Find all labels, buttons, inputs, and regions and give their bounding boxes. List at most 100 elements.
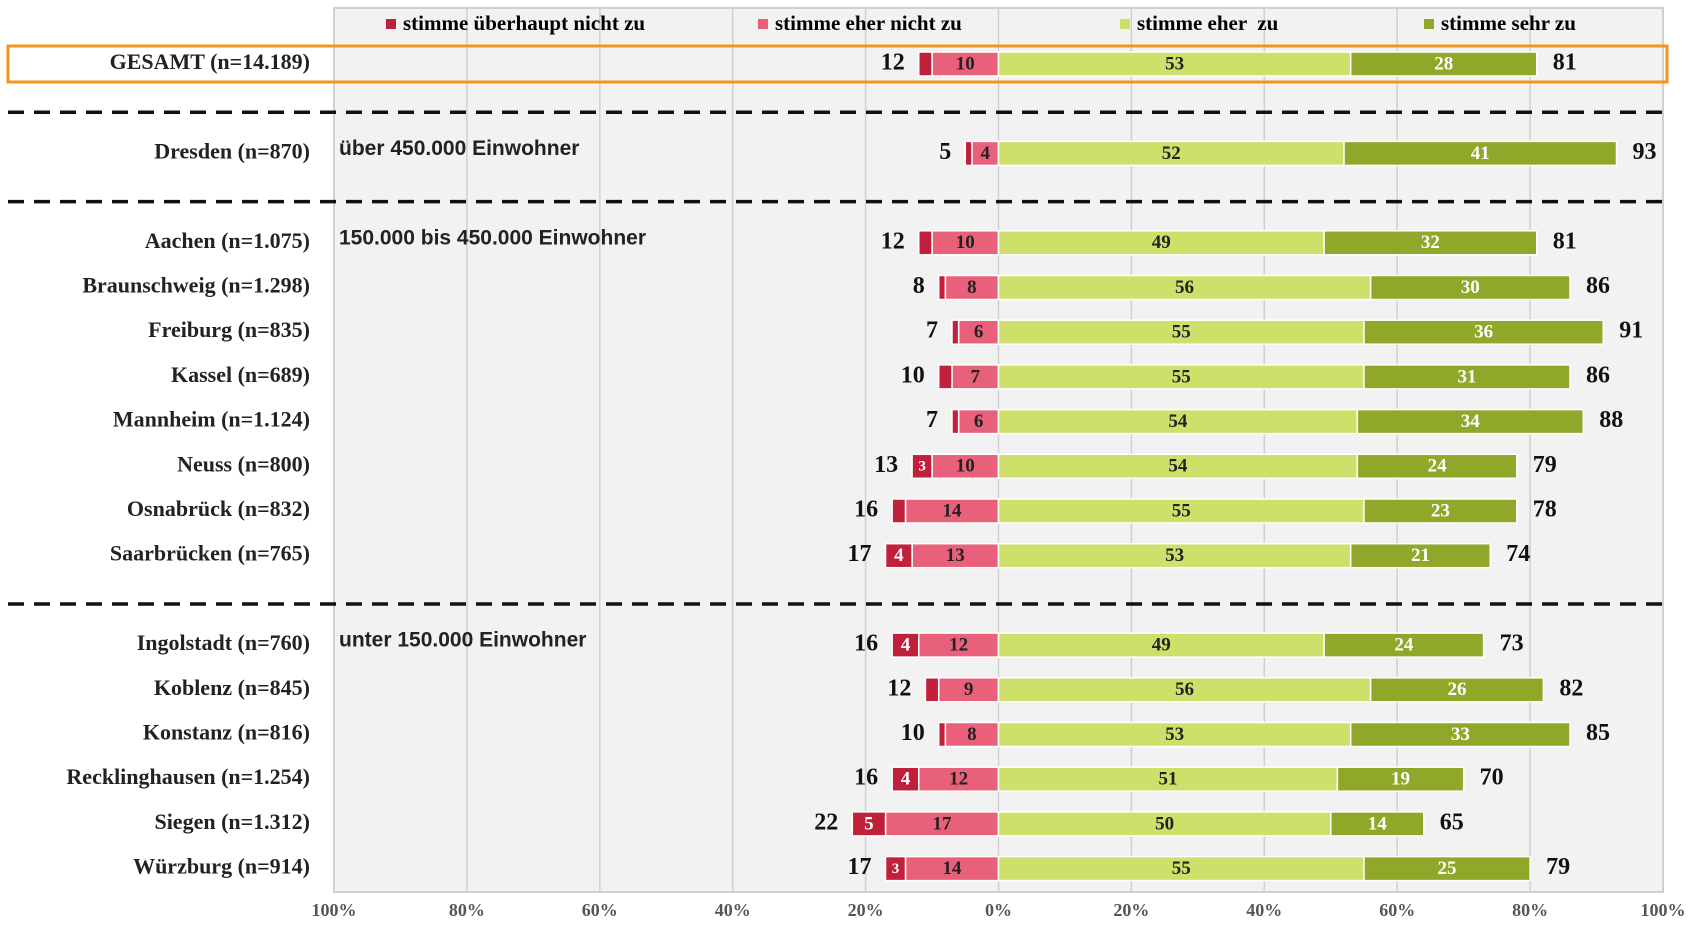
right-total: 86	[1586, 273, 1610, 299]
bar-segment	[1356, 453, 1518, 480]
bar-segment	[1336, 766, 1465, 792]
left-total: 12	[881, 50, 905, 76]
data-label: 6	[974, 322, 984, 343]
data-label: 14	[942, 858, 962, 879]
bar-segment	[964, 140, 973, 167]
data-label: 53	[1165, 545, 1184, 566]
bar-segment	[997, 51, 1352, 77]
category-label: Koblenz (n=845)	[154, 675, 310, 700]
bar-segment	[957, 319, 1000, 345]
bar-segment	[997, 766, 1339, 792]
bar-segment	[918, 632, 1000, 658]
data-label: 21	[1411, 545, 1430, 566]
bar-segment	[1349, 51, 1538, 77]
bar-segment	[997, 453, 1359, 480]
left-total: 8	[913, 273, 925, 299]
highlight-box	[6, 44, 1669, 84]
bar-segment	[951, 408, 960, 435]
group-label: unter 150.000 Einwohner	[339, 629, 586, 652]
right-total: 79	[1546, 854, 1570, 880]
left-total: 5	[939, 139, 951, 165]
category-label: Braunschweig (n=1.298)	[82, 273, 310, 298]
left-total: 17	[848, 854, 872, 880]
data-label: 41	[1471, 143, 1490, 164]
data-label: 55	[1172, 500, 1191, 521]
category-label: Konstanz (n=816)	[143, 720, 310, 745]
data-label: 14	[1368, 813, 1388, 834]
data-label: 52	[1162, 143, 1181, 164]
group-label: über 450.000 Einwohner	[339, 137, 579, 160]
bar-segment	[937, 721, 947, 748]
left-total: 7	[926, 318, 938, 344]
data-label: 10	[956, 456, 975, 477]
group-label: 150.000 bis 450.000 Einwohner	[339, 226, 646, 249]
right-total: 93	[1632, 139, 1656, 165]
data-label: 5	[864, 813, 874, 834]
data-label: 31	[1457, 366, 1476, 387]
right-total: 65	[1440, 809, 1464, 835]
data-label: 36	[1474, 322, 1493, 343]
data-label: 24	[1428, 456, 1448, 477]
legend-label: stimme überhaupt nicht zu	[403, 11, 645, 35]
data-label: 56	[1175, 679, 1194, 700]
bar-segment	[997, 677, 1372, 703]
bar-segment	[931, 453, 1000, 480]
x-tick-label: 80%	[1512, 900, 1548, 920]
data-label: 51	[1158, 769, 1177, 790]
data-label: 8	[967, 277, 977, 298]
data-label: 9	[964, 679, 974, 700]
bar-segment	[1323, 230, 1538, 256]
data-label: 8	[967, 724, 977, 745]
right-total: 74	[1506, 541, 1530, 567]
data-label: 13	[946, 545, 965, 566]
bar-segment	[931, 230, 1000, 256]
bar-segment	[997, 230, 1325, 256]
data-label: 50	[1155, 813, 1174, 834]
bar-segment	[1363, 498, 1518, 524]
category-label: Freiburg (n=835)	[148, 317, 310, 342]
right-total: 88	[1599, 407, 1623, 433]
bar-segment	[1369, 274, 1571, 301]
left-total: 17	[848, 541, 872, 567]
right-total: 81	[1553, 50, 1577, 76]
right-total: 70	[1480, 765, 1504, 791]
data-label: 14	[942, 500, 962, 521]
data-label: 33	[1451, 724, 1470, 745]
data-label: 4	[980, 143, 990, 164]
bar-segment	[1349, 721, 1571, 748]
legend-label: stimme sehr zu	[1441, 11, 1576, 35]
legend-label: stimme eher nicht zu	[775, 11, 962, 35]
data-label: 24	[1394, 634, 1414, 655]
bar-segment	[937, 364, 953, 390]
bar-segment	[884, 855, 907, 882]
bar-segment	[851, 811, 887, 837]
data-label: 54	[1168, 456, 1188, 477]
data-label: 3	[918, 459, 926, 475]
data-label: 10	[956, 232, 975, 253]
bar-segment	[1369, 677, 1545, 703]
category-label: Ingolstadt (n=760)	[137, 630, 310, 655]
bar-segment	[997, 319, 1365, 345]
data-label: 19	[1391, 769, 1410, 790]
bar-segment	[918, 51, 933, 77]
bar-segment	[891, 498, 907, 524]
data-label: 55	[1172, 366, 1191, 387]
data-label: 4	[894, 545, 904, 566]
legend-label: stimme eher zu	[1137, 11, 1279, 35]
bar-segment	[904, 855, 1000, 882]
bar-segment	[891, 632, 920, 658]
left-total: 16	[854, 765, 878, 791]
category-label: Siegen (n=1.312)	[154, 809, 310, 834]
right-total: 79	[1533, 452, 1557, 478]
data-label: 55	[1172, 322, 1191, 343]
data-label: 4	[901, 769, 911, 790]
bar-segment	[911, 453, 933, 480]
left-total: 22	[814, 809, 838, 835]
bar-segment	[997, 721, 1352, 748]
bar-segment	[997, 140, 1345, 167]
left-total: 10	[901, 720, 925, 746]
data-label: 32	[1421, 232, 1440, 253]
category-label: Saarbrücken (n=765)	[110, 541, 310, 566]
category-label: Mannheim (n=1.124)	[113, 407, 310, 432]
